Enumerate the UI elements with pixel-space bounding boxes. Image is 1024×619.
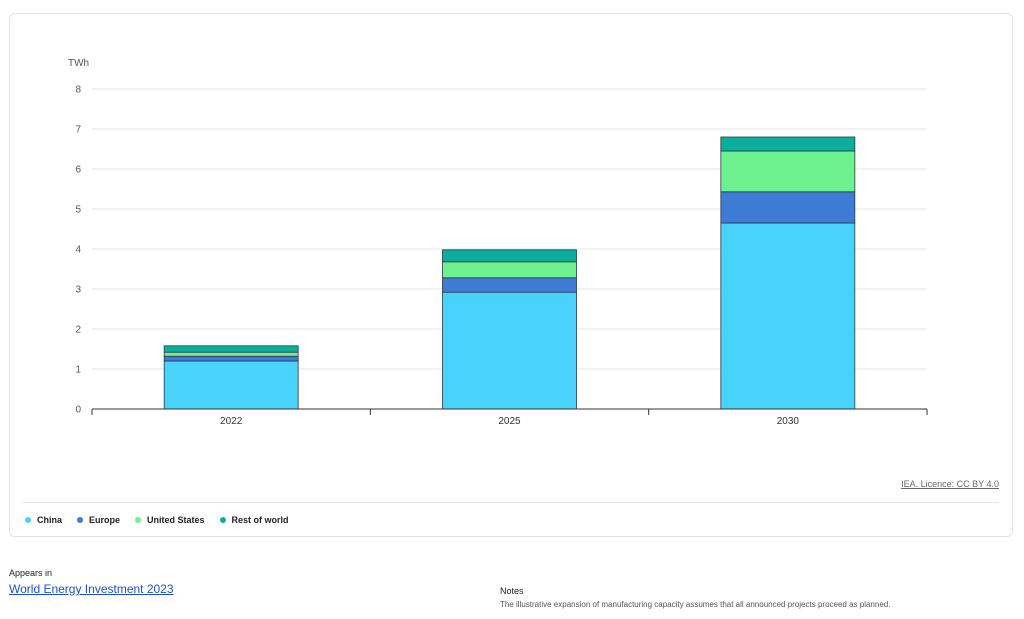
bar-segment-china[interactable] (442, 291, 577, 410)
appears-in-label: Appears in (9, 568, 53, 578)
chart-legend: China Europe United States Rest of world (25, 515, 289, 525)
x-tick-label: 2025 (498, 416, 521, 427)
y-axis-unit-label: TWh (68, 58, 89, 69)
bar-segment-europe[interactable] (163, 355, 299, 362)
bar-segment-united-states[interactable] (442, 261, 577, 279)
stacked-bar-chart: TWh 0 1 2 3 4 5 6 7 8 2022 2025 2030 (68, 58, 928, 427)
legend-item-united-states[interactable]: United States (135, 515, 205, 525)
legend-item-europe[interactable]: Europe (77, 515, 120, 525)
y-tick-label: 5 (75, 205, 81, 216)
legend-dot-icon (77, 517, 84, 523)
legend-label: Rest of world (231, 515, 289, 525)
notes-text: The illustrative expansion of manufactur… (500, 600, 891, 609)
y-tick-label: 0 (75, 405, 81, 416)
bar-segment-rest-of-world[interactable] (163, 345, 299, 353)
y-tick-label: 4 (75, 245, 81, 256)
licence-link[interactable]: IEA. Licence: CC BY 4.0 (901, 479, 999, 489)
bar-segment-rest-of-world[interactable] (720, 136, 856, 152)
y-tick-label: 3 (75, 285, 81, 296)
x-tick-label: 2030 (777, 416, 800, 427)
legend-label: Europe (89, 515, 121, 525)
x-tick-label: 2022 (220, 416, 243, 427)
bar-segment-europe[interactable] (442, 277, 577, 293)
y-tick-label: 1 (75, 365, 81, 376)
legend-dot-icon (219, 517, 226, 523)
legend-label: China (37, 515, 63, 525)
legend-label: United States (147, 515, 205, 525)
bar-segment-china[interactable] (720, 222, 856, 410)
legend-divider (23, 502, 999, 503)
bar-segment-united-states[interactable] (163, 351, 299, 357)
bar-segment-united-states[interactable] (720, 150, 856, 193)
legend-item-china[interactable]: China (25, 515, 62, 525)
legend-dot-icon (25, 517, 31, 523)
y-tick-label: 7 (75, 125, 81, 136)
y-tick-label: 2 (75, 325, 81, 336)
legend-dot-icon (135, 517, 142, 523)
y-tick-label: 6 (75, 165, 81, 176)
chart-card: TWh 0 1 2 3 4 5 6 7 8 2022 2025 2030 IEA. Licence: C… (9, 13, 1013, 537)
legend-item-rest-of-world[interactable]: Rest of world (219, 515, 289, 525)
bar-segment-china[interactable] (163, 360, 299, 410)
bar-segment-europe[interactable] (720, 191, 856, 224)
y-tick-label: 8 (75, 85, 81, 96)
bar-segment-rest-of-world[interactable] (442, 249, 577, 263)
notes-title: Notes (500, 586, 524, 596)
report-link[interactable]: World Energy Investment 2023 (9, 582, 174, 596)
